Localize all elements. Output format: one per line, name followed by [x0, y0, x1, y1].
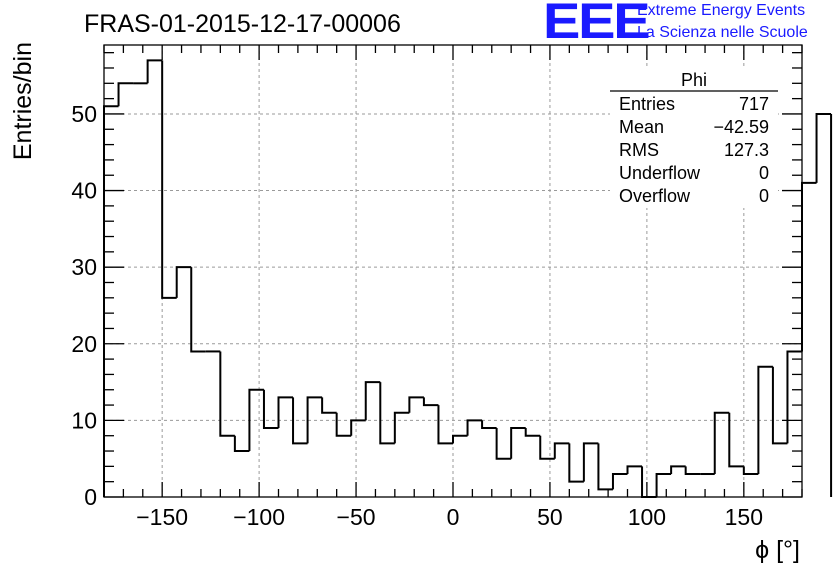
- axis-ticks: [103, 45, 803, 498]
- x-tick-label: 100: [628, 504, 666, 530]
- x-tick-label: 0: [447, 504, 460, 530]
- y-tick-label: 30: [71, 254, 97, 280]
- histogram-bin: [117, 82, 134, 107]
- stats-name: Phi: [681, 70, 707, 90]
- histogram-bin: [641, 466, 657, 498]
- histogram-bin: [801, 181, 817, 352]
- histogram-bin: [597, 443, 613, 491]
- histogram-bin: [175, 266, 192, 298]
- histogram-bin: [262, 389, 279, 430]
- histogram-bin: [771, 366, 788, 445]
- histogram-bin: [408, 396, 424, 413]
- stats-row-value: 0: [759, 163, 769, 183]
- histogram-bin: [495, 428, 512, 460]
- histogram-bin: [219, 351, 235, 437]
- histogram-bin: [742, 466, 759, 476]
- histogram-bin: [277, 396, 294, 429]
- stats-row-label: RMS: [619, 140, 659, 160]
- x-tick-label: 50: [537, 504, 563, 530]
- histogram-bin: [292, 397, 308, 445]
- histogram-bin: [568, 443, 584, 483]
- histogram-bin: [539, 435, 555, 460]
- x-axis-label: ϕ [°]: [755, 536, 800, 564]
- logo-line-2: La Scienza nelle Scuole: [637, 24, 808, 41]
- histogram-bin: [684, 466, 701, 476]
- histogram-bin: [510, 427, 526, 459]
- chart-title: FRAS-01-2015-12-17-00006: [84, 10, 401, 38]
- histogram-bin: [306, 396, 323, 444]
- histogram-bin: [437, 405, 453, 445]
- y-tick-label: 40: [71, 178, 97, 204]
- stats-box: Phi Entries 717 Mean −42.59 RMS 127.3 Underflo…: [610, 68, 778, 208]
- histogram-bin: [757, 365, 773, 475]
- histogram-bin: [582, 442, 599, 482]
- y-tick-label: 20: [71, 331, 97, 357]
- histogram-bin: [524, 428, 541, 437]
- histogram-bin: [321, 397, 337, 414]
- histogram-bin: [335, 412, 352, 437]
- histogram-bin: [103, 105, 119, 497]
- logo-line-1: Extreme Energy Events: [637, 2, 806, 19]
- x-tick-label: −50: [337, 504, 376, 530]
- histogram-bin: [626, 465, 643, 475]
- stats-row-label: Underflow: [619, 163, 701, 183]
- histogram-bin: [350, 419, 366, 436]
- histogram-bin: [670, 465, 686, 475]
- stats-row-label: Entries: [619, 94, 675, 114]
- histogram-bin: [393, 411, 410, 444]
- stats-row-value: −42.59: [713, 117, 769, 137]
- histogram-bin: [364, 381, 381, 421]
- y-tick-label: 0: [84, 484, 97, 510]
- histogram-bin: [190, 267, 206, 353]
- histogram-bin: [728, 412, 744, 468]
- histogram-bin: [713, 411, 730, 475]
- histogram-bin: [161, 60, 177, 299]
- stats-row-value: 0: [759, 186, 769, 206]
- histogram-bin: [452, 434, 468, 444]
- x-tick-label: −150: [136, 504, 188, 530]
- histogram-bin: [248, 388, 264, 452]
- histogram-bin: [786, 350, 802, 444]
- histogram-bin: [481, 420, 497, 430]
- histogram-bin: [233, 435, 250, 453]
- histogram-bin: [466, 419, 483, 436]
- stats-row-label: Mean: [619, 117, 664, 137]
- histogram-bin: [553, 442, 570, 459]
- histogram-bin: [611, 473, 628, 490]
- histogram-bin: [815, 112, 832, 183]
- x-tick-label: −100: [233, 504, 285, 530]
- y-tick-label: 10: [71, 407, 97, 433]
- histogram-bin: [422, 397, 439, 407]
- y-tick-label: 50: [71, 101, 97, 127]
- x-tick-label: 150: [725, 504, 763, 530]
- stats-row-value: 717: [739, 94, 769, 114]
- stats-row-label: Overflow: [619, 186, 691, 206]
- eee-logo: EEE: [543, 0, 651, 49]
- histogram-bin: [146, 59, 163, 84]
- histogram-bin: [379, 382, 395, 445]
- y-axis-label: Entries/bin: [9, 42, 37, 160]
- stats-row-value: 127.3: [724, 140, 769, 160]
- axis-tick-labels: −150 −100 −50 0 50 100 150 0 10 20 30 40 50: [71, 101, 763, 530]
- histogram-bin: [655, 473, 672, 497]
